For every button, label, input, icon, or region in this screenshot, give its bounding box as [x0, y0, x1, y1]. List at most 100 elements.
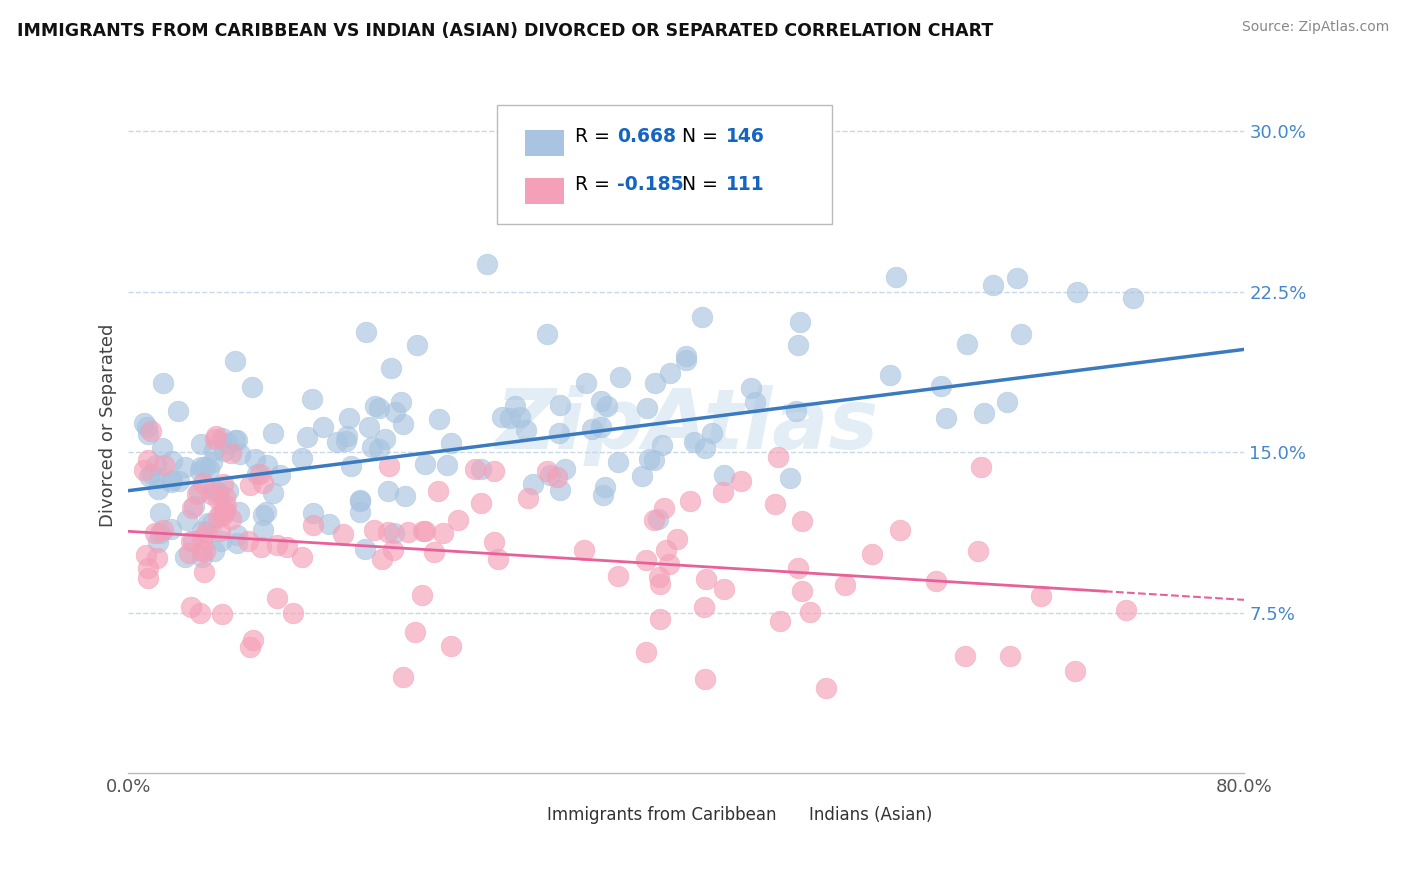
Text: 146: 146: [725, 127, 765, 145]
Text: N =: N =: [669, 175, 724, 194]
Point: [860, 547, 883, 561]
Point: [768, 450, 790, 464]
Point: [146, 535, 169, 549]
Point: [337, 410, 360, 425]
Point: [219, 511, 242, 525]
Point: [301, 506, 323, 520]
Point: [228, 505, 250, 519]
Point: [786, 560, 808, 574]
Point: [326, 434, 349, 449]
Point: [149, 506, 172, 520]
Point: [215, 435, 238, 450]
Point: [136, 419, 159, 434]
Point: [548, 483, 571, 497]
Point: [194, 543, 217, 558]
Point: [209, 534, 232, 549]
Point: [377, 525, 399, 540]
FancyBboxPatch shape: [524, 129, 564, 156]
Point: [650, 577, 672, 591]
Point: [256, 458, 278, 472]
Point: [591, 420, 613, 434]
Text: Indians (Asian): Indians (Asian): [810, 806, 932, 824]
Point: [509, 409, 531, 424]
Point: [335, 434, 357, 448]
Point: [202, 544, 225, 558]
Point: [134, 416, 156, 430]
Point: [224, 354, 246, 368]
Point: [384, 404, 406, 418]
Point: [769, 614, 792, 628]
Point: [607, 455, 630, 469]
Point: [224, 434, 246, 448]
Point: [889, 523, 911, 537]
Point: [283, 607, 305, 621]
Point: [643, 453, 665, 467]
Point: [589, 394, 612, 409]
Point: [357, 419, 380, 434]
Point: [146, 482, 169, 496]
Point: [212, 503, 235, 517]
Point: [152, 523, 174, 537]
Point: [380, 361, 402, 376]
FancyBboxPatch shape: [524, 178, 564, 204]
Point: [995, 394, 1018, 409]
Point: [252, 476, 274, 491]
Point: [814, 681, 837, 695]
Point: [644, 376, 666, 391]
Point: [382, 526, 405, 541]
Point: [516, 491, 538, 505]
Point: [291, 450, 314, 465]
Point: [595, 480, 617, 494]
Text: Immigrants from Caribbean: Immigrants from Caribbean: [547, 806, 776, 824]
Point: [368, 401, 391, 415]
Point: [200, 487, 222, 501]
Text: 111: 111: [725, 175, 763, 194]
Text: ZipAtlas: ZipAtlas: [495, 384, 877, 466]
FancyBboxPatch shape: [508, 806, 538, 828]
Point: [377, 484, 399, 499]
Point: [239, 478, 262, 492]
Point: [214, 490, 236, 504]
Point: [392, 670, 415, 684]
Point: [180, 600, 202, 615]
Point: [266, 591, 288, 605]
Point: [214, 504, 236, 518]
Point: [212, 444, 235, 458]
Point: [205, 429, 228, 443]
Point: [208, 524, 231, 539]
Point: [360, 440, 382, 454]
Point: [191, 531, 214, 545]
Point: [335, 429, 357, 443]
Point: [436, 458, 458, 472]
Point: [536, 327, 558, 342]
Point: [205, 483, 228, 498]
Point: [630, 469, 652, 483]
Point: [225, 433, 247, 447]
Point: [785, 404, 807, 418]
Point: [188, 464, 211, 478]
Point: [799, 605, 821, 619]
Point: [470, 496, 492, 510]
Point: [633, 162, 655, 177]
Text: -0.185: -0.185: [617, 175, 683, 194]
Point: [713, 582, 735, 597]
Point: [186, 487, 208, 501]
Point: [682, 434, 704, 449]
Point: [136, 571, 159, 585]
Point: [202, 443, 225, 458]
Point: [269, 468, 291, 483]
Point: [879, 368, 901, 383]
Text: R =: R =: [575, 127, 616, 145]
Point: [789, 315, 811, 329]
Point: [1010, 327, 1032, 342]
Point: [217, 483, 239, 498]
Point: [349, 494, 371, 508]
Point: [655, 542, 678, 557]
Text: R =: R =: [575, 175, 616, 194]
Point: [191, 524, 214, 539]
Point: [207, 491, 229, 506]
Point: [266, 538, 288, 552]
Point: [486, 551, 509, 566]
Point: [252, 523, 274, 537]
Point: [790, 514, 813, 528]
